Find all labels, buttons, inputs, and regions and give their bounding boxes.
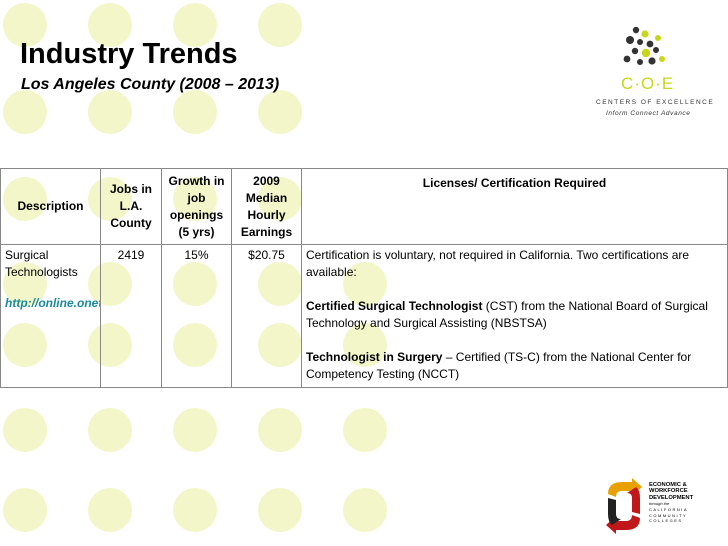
certification-2-name: Technologist in Surgery	[306, 350, 443, 364]
recycle-arrows-icon	[606, 478, 642, 534]
certification-2: Technologist in Surgery – Certified (TS-…	[306, 349, 723, 383]
background-dot	[343, 408, 387, 452]
page-subtitle: Los Angeles County (2008 – 2013)	[21, 76, 280, 93]
background-dot	[88, 488, 132, 532]
background-dot	[173, 90, 217, 134]
header-description: Description	[0, 168, 101, 245]
header-jobs: Jobs in L.A. County	[100, 168, 162, 245]
page-title: Industry Trends	[20, 38, 238, 70]
header-growth: Growth in job openings (5 yrs)	[161, 168, 232, 245]
molecule-dots-icon	[623, 26, 665, 65]
certification-cell: Certification is voluntary, not required…	[301, 244, 728, 388]
background-dot	[258, 488, 302, 532]
header-certification: Licenses/ Certification Required	[301, 168, 728, 245]
coe-letters: C·O·E	[621, 74, 675, 93]
background-dot	[173, 488, 217, 532]
background-dot	[343, 488, 387, 532]
background-dot	[3, 90, 47, 134]
ewd-line4: through the	[649, 501, 670, 507]
occupation-name: Surgical Technologists	[5, 248, 78, 279]
ewd-line7: COLLEGES	[649, 518, 683, 524]
ewd-line2: WORKFORCE	[649, 488, 688, 495]
table-header-row: Description Jobs in L.A. County Growth i…	[0, 168, 728, 245]
coe-tagline-motto: Inform Connect Advance	[606, 110, 691, 117]
background-dot	[3, 408, 47, 452]
coe-tagline-name: CENTERS OF EXCELLENCE	[596, 99, 715, 106]
certification-1-detail: (CST) from the National Board of Surgica…	[306, 299, 708, 330]
ewd-line5: CALIFORNIA	[649, 507, 689, 512]
background-dot	[258, 3, 302, 47]
ewd-line3: DEVELOPMENT	[649, 494, 694, 501]
ewd-logo: ECONOMIC & WORKFORCE DEVELOPMENT through…	[602, 478, 712, 536]
background-dot	[88, 3, 132, 47]
ewd-colleges: CALIFORNIA COMMUNITY COLLEGES	[649, 507, 688, 524]
table-row: Surgical Technologists http://online.one…	[0, 244, 728, 388]
onet-link[interactable]: http://online.onetcenter.org	[5, 296, 100, 310]
industry-trends-table: Description Jobs in L.A. County Growth i…	[0, 168, 728, 388]
background-dot	[88, 408, 132, 452]
background-dot	[88, 90, 132, 134]
background-dot	[3, 3, 47, 47]
header-earnings: 2009 Median Hourly Earnings	[231, 168, 302, 245]
certification-1: Certified Surgical Technologist (CST) fr…	[306, 298, 723, 332]
background-dot	[173, 3, 217, 47]
background-dot	[173, 408, 217, 452]
background-dot	[258, 90, 302, 134]
ewd-title: ECONOMIC & WORKFORCE DEVELOPMENT through…	[649, 482, 693, 508]
coe-logo: C·O·E CENTERS OF EXCELLENCE Inform Conne…	[588, 20, 713, 125]
earnings-cell: $20.75	[231, 244, 302, 388]
certification-intro: Certification is voluntary, not required…	[306, 248, 690, 279]
ewd-line6: COMMUNITY	[649, 512, 688, 518]
ewd-line1: ECONOMIC &	[649, 482, 687, 488]
description-cell: Surgical Technologists http://online.one…	[0, 244, 101, 388]
growth-cell: 15%	[161, 244, 232, 388]
certification-2-detail: – Certified (TS-C) from the National Cen…	[306, 350, 692, 381]
background-dot	[3, 488, 47, 532]
background-dot	[258, 408, 302, 452]
jobs-cell: 2419	[100, 244, 162, 388]
certification-1-name: Certified Surgical Technologist	[306, 299, 483, 313]
